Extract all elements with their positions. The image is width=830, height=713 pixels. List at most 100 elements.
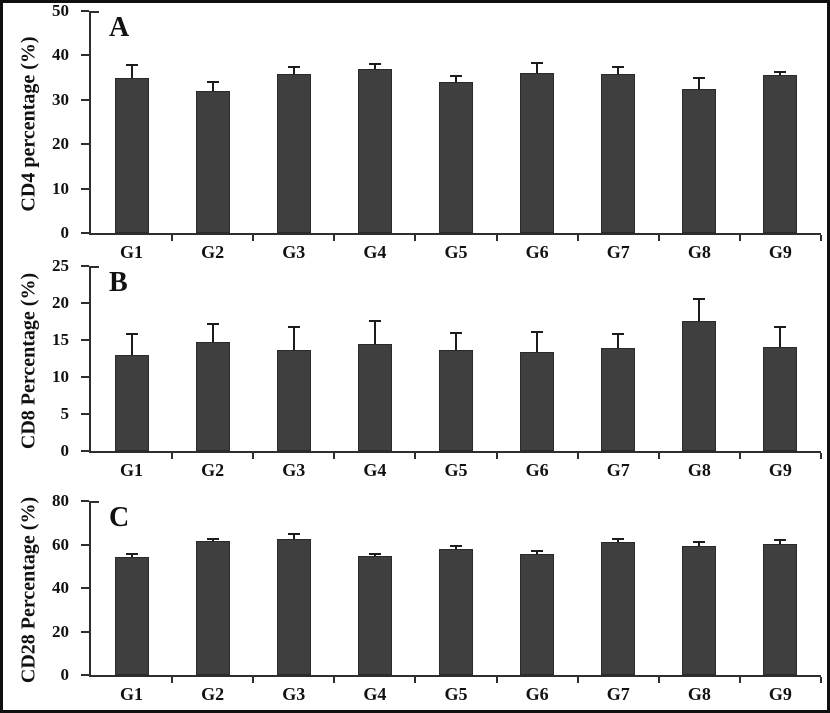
panel-a-bar-g8: [682, 89, 717, 233]
panel-b-x-tick: [576, 453, 579, 459]
panel-c-bar-g9: [763, 543, 798, 675]
panel-a-bar-g9: [763, 75, 798, 233]
panel-c-x-label-g9: G9: [768, 684, 792, 704]
panel-c-x-axis: [89, 675, 821, 677]
panel-a-error-bar-g7: [617, 67, 620, 75]
panel-c-x-label-g2: G2: [201, 684, 225, 704]
panel-c-y-tick: [81, 630, 89, 633]
panel-a-x-tick: [820, 235, 822, 241]
panel-c-x-tick: [333, 677, 336, 683]
panel-c-y-tick: [81, 543, 89, 546]
panel-a-error-cap-g6: [531, 62, 544, 65]
panel-c-bar-g4: [357, 556, 392, 675]
panel-b-error-bar-g1: [130, 334, 133, 355]
panel-a-error-bar-g1: [130, 65, 133, 78]
panel-b-x-axis: [89, 451, 821, 453]
panel-a-x-tick: [657, 235, 660, 241]
panel-a-x-tick: [576, 235, 579, 241]
panel-c-error-cap-g3: [287, 533, 300, 536]
panel-c-y-tick-label: 20: [52, 621, 69, 641]
panel-c-x-tick: [252, 677, 255, 683]
panel-a-y-axis-top-tick: [91, 11, 99, 13]
panel-b-x-tick: [820, 453, 822, 459]
panel-a-x-label-g3: G3: [282, 242, 306, 262]
panel-b-x-label-g8: G8: [687, 460, 711, 480]
panel-b-error-cap-g3: [287, 326, 300, 329]
panel-a-error-bar-g6: [536, 63, 539, 74]
panel-a-x-tick: [414, 235, 417, 241]
panel-b-y-tick: [81, 376, 89, 378]
panel-a-x-tick: [333, 235, 336, 241]
panel-b-y-tick-label: 5: [60, 404, 70, 423]
panel-c-error-bar-g6: [536, 550, 539, 555]
panel-b-error-cap-g8: [693, 298, 706, 301]
panel-a-error-cap-g7: [612, 66, 625, 69]
panel-b-error-cap-g2: [206, 322, 219, 325]
panel-a-error-cap-g9: [774, 70, 787, 73]
panel-b-x-label-g3: G3: [282, 460, 306, 480]
panel-c-error-cap-g6: [531, 549, 544, 552]
panel-c-error-bar-g3: [292, 534, 295, 540]
panel-c-bar-g2: [195, 541, 230, 675]
panel-b-x-tick: [738, 453, 741, 459]
panel-b-x-tick: [171, 453, 174, 459]
panel-a-bar-g7: [601, 74, 636, 233]
panel-b-x-tick: [414, 453, 417, 459]
panel-a-x-label-g9: G9: [768, 242, 792, 262]
panel-c-bar-g7: [601, 542, 636, 675]
panel-a-y-tick-label: 30: [52, 89, 69, 109]
panel-b-error-bar-g6: [536, 331, 539, 352]
panel-a-y-tick-label: 50: [52, 1, 69, 20]
panel-a-y-tick-label: 20: [52, 134, 69, 154]
panel-b-bar-g2: [195, 342, 230, 451]
panel-b-letter: B: [109, 267, 128, 298]
panel-c-x-label-g6: G6: [525, 684, 549, 704]
panel-a-x-label-g6: G6: [525, 242, 549, 262]
panel-a-error-bar-g5: [455, 75, 457, 83]
panel-c-x-tick: [495, 677, 498, 683]
panel-b-x-tick: [333, 453, 336, 459]
panel-a-bar-g2: [195, 91, 230, 233]
panel-c-bar-g5: [439, 548, 473, 675]
panel-c-y-tick: [81, 500, 89, 502]
panel-c-y-tick-label: 80: [52, 491, 69, 510]
panel-b-error-cap-g1: [125, 333, 138, 336]
panel-a-y-tick: [81, 54, 89, 57]
panel-a-error-cap-g5: [450, 74, 462, 77]
panel-b-bar-g8: [682, 320, 717, 451]
panel-c-x-label-g5: G5: [444, 684, 468, 704]
panel-b-x-label-g9: G9: [768, 460, 792, 480]
panel-c-bar-g3: [276, 539, 311, 675]
panel-c-x-label-g7: G7: [606, 684, 630, 704]
panel-c-x-label-g3: G3: [282, 684, 306, 704]
panel-c-error-bar-g4: [373, 553, 376, 557]
panel-a-error-bar-g2: [211, 82, 214, 92]
panel-c-y-tick-label: 0: [60, 665, 70, 684]
panel-b-bar-g3: [276, 350, 311, 451]
panel-c-error-bar-g9: [779, 540, 782, 544]
panel-a-x-label-g5: G5: [444, 242, 468, 262]
panel-a-x-tick: [171, 235, 174, 241]
panel-a-error-cap-g3: [287, 65, 300, 68]
panel-c-y-tick-label: 40: [52, 578, 69, 597]
panel-c-error-bar-g5: [455, 545, 457, 549]
panel-a-x-tick: [738, 235, 741, 241]
panel-b-y-tick-label: 10: [52, 367, 69, 386]
panel-a-bar-g1: [114, 77, 149, 233]
panel-c-x-tick: [738, 677, 741, 683]
panel-b-error-bar-g3: [292, 327, 295, 351]
panel-a-y-tick: [81, 143, 89, 146]
panel-c-x-tick: [820, 677, 822, 683]
panel-a-y-axis: [89, 11, 91, 235]
panel-c-x-label-g8: G8: [687, 684, 711, 704]
panel-a-x-axis: [89, 233, 821, 235]
panel-b-bar-g6: [520, 351, 555, 451]
panel-a-error-cap-g2: [206, 81, 219, 84]
panel-c-error-cap-g5: [450, 544, 462, 547]
panel-b-y-tick: [81, 413, 89, 415]
panel-c-x-tick: [171, 677, 174, 683]
panel-a-y-tick: [81, 232, 89, 234]
panel-b-x-tick: [657, 453, 660, 459]
panel-c-x-label-g1: G1: [120, 684, 144, 704]
